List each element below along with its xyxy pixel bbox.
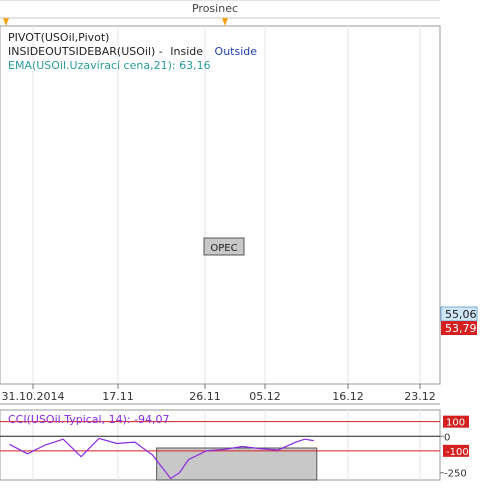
legend-ema: EMA(USOil.Uzavírací cena,21): 63,16: [8, 59, 211, 72]
x-tick-label: 26.11: [189, 390, 221, 403]
x-tick-label: 05.12: [249, 390, 281, 403]
opec-box: [203, 237, 245, 256]
legend-insideoutside: INSIDEOUTSIDEBAR(USOil) - Inside Outside: [8, 45, 257, 58]
last-price-tag-text: 55,06: [445, 308, 477, 321]
cci-tick-label: -250: [444, 469, 467, 480]
period-marker-icon: [3, 18, 9, 26]
time-x-axis: 31.10.2014 17.11 26.11 05.12 16.12 23.12: [0, 383, 440, 405]
x-tick-label: 31.10.2014: [2, 390, 65, 403]
price-tags: 55,06 53,79: [440, 306, 478, 335]
legend-outside: Outside: [215, 45, 258, 58]
y-tick-label: 50,00: [446, 0, 478, 1]
x-tick-label: 23.12: [404, 390, 436, 403]
cci-y-axis: 100 0 -100 -250: [440, 415, 469, 480]
x-tick-label: 16.12: [332, 390, 364, 403]
cci-polyline: [9, 437, 314, 480]
x-tick-label: 17.11: [102, 390, 134, 403]
price-panel: R4R3R2R1PS1S2 OPEC PIVOT(USOil,Pivot) IN…: [0, 25, 441, 385]
opec-annotation: OPEC: [203, 237, 245, 256]
top-axis: Prosinec: [0, 0, 440, 26]
legend-inside: Inside: [170, 45, 203, 58]
cci-panel: CCI(USOil.Typical, 14): -94,07 100 0 -100 -…: [0, 409, 469, 481]
opec-label: OPEC: [210, 243, 237, 254]
cci-tick-label: 0: [444, 432, 450, 443]
price-y-axis: 85,0080,0075,0070,0065,0060,0055,0050,00: [446, 0, 478, 1]
reference-level-tag-text: 53,79: [445, 322, 477, 335]
reference-level-tag: [441, 321, 477, 335]
period-label: Prosinec: [192, 2, 238, 15]
vertical-grid: [32, 26, 421, 384]
cci-tick-label: -100: [446, 447, 469, 458]
cci-tick-tag: [443, 444, 469, 457]
price-panel-frame: [0, 25, 441, 385]
legend: PIVOT(USOil,Pivot) INSIDEOUTSIDEBAR(USOi…: [8, 31, 257, 72]
legend-insideoutside-name: INSIDEOUTSIDEBAR(USOil) -: [8, 45, 163, 58]
cci-line: [9, 437, 314, 480]
cci-tick-tag: [443, 415, 469, 428]
cci-label: CCI(USOil.Typical, 14): -94,07: [8, 413, 170, 426]
cci-highlight: [156, 447, 318, 481]
cci-reference-lines: [0, 421, 440, 452]
cci-tick-label: 100: [446, 418, 465, 429]
period-marker-icon: [222, 18, 228, 26]
cci-highlight-box: [156, 447, 318, 481]
legend-pivot: PIVOT(USOil,Pivot): [8, 31, 109, 44]
